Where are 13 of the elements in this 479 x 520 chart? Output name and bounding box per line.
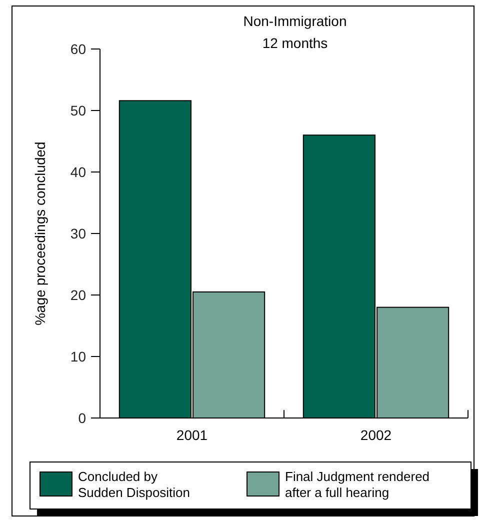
y-tick-label: 60 bbox=[70, 40, 86, 57]
x-tick-label: 2002 bbox=[360, 427, 392, 443]
chart-title: Non-Immigration 12 months bbox=[243, 13, 347, 51]
legend-label: Final Judgment rendered after a full hearing bbox=[285, 469, 430, 500]
x-tick-label: 2001 bbox=[176, 427, 208, 443]
y-tick-label: 0 bbox=[78, 410, 86, 426]
y-tick-label: 20 bbox=[70, 286, 86, 303]
y-tick-label: 30 bbox=[70, 225, 86, 242]
legend-label: Concluded by Sudden Disposition bbox=[78, 469, 190, 500]
y-tick-label: 40 bbox=[70, 164, 86, 180]
y-axis-title: %age proceedings concluded bbox=[32, 142, 48, 326]
y-tick-label: 50 bbox=[70, 102, 86, 118]
y-tick-label: 10 bbox=[70, 348, 86, 364]
